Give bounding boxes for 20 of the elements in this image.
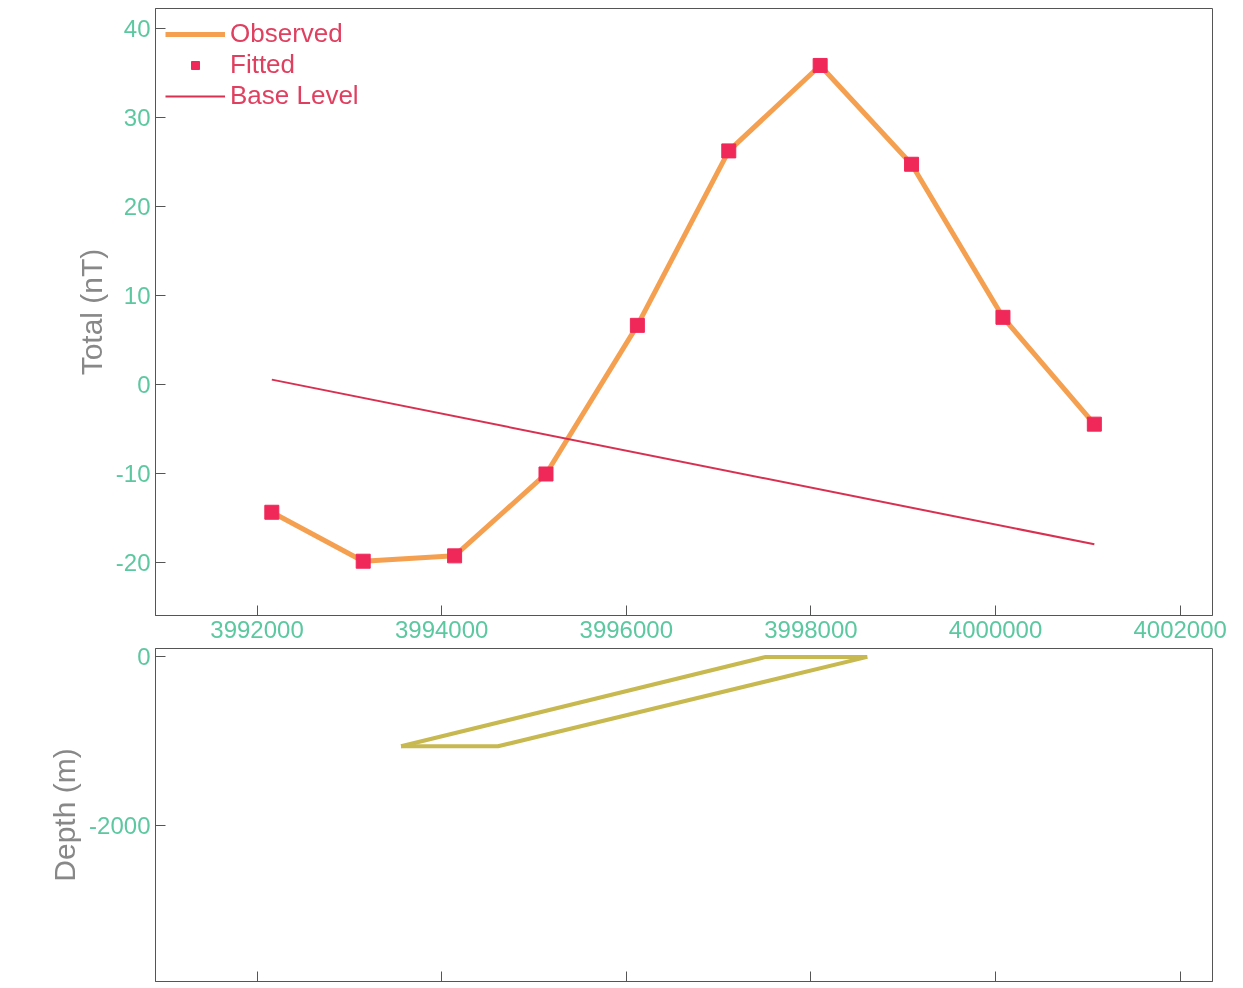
x-tick-label: 3998000	[764, 615, 858, 643]
y-tick-label: 0	[137, 643, 151, 671]
y-tick-label: 20	[123, 192, 151, 220]
x-tick-label: 3992000	[210, 615, 304, 643]
y-axis-title: Depth (m)	[48, 748, 82, 882]
y-tick-label: -2000	[89, 812, 151, 840]
x-tick-label: 4000000	[948, 615, 1043, 643]
y-tick-label: -20	[115, 548, 151, 576]
y-tick-label: 10	[123, 281, 151, 309]
y-axis-title: Total (nT)	[74, 248, 108, 376]
legend-label: Fitted	[230, 49, 296, 80]
x-tick-label: 3994000	[394, 615, 489, 643]
legend-label: Observed	[230, 18, 343, 49]
y-tick-label: -10	[115, 459, 151, 487]
x-tick-label: 3996000	[579, 615, 674, 643]
x-tick-label: 4002000	[1133, 615, 1227, 643]
y-tick-label: 30	[123, 103, 151, 131]
y-tick-label: 0	[137, 370, 151, 398]
legend-label: Base Level	[230, 80, 359, 111]
y-tick-label: 40	[123, 14, 151, 42]
